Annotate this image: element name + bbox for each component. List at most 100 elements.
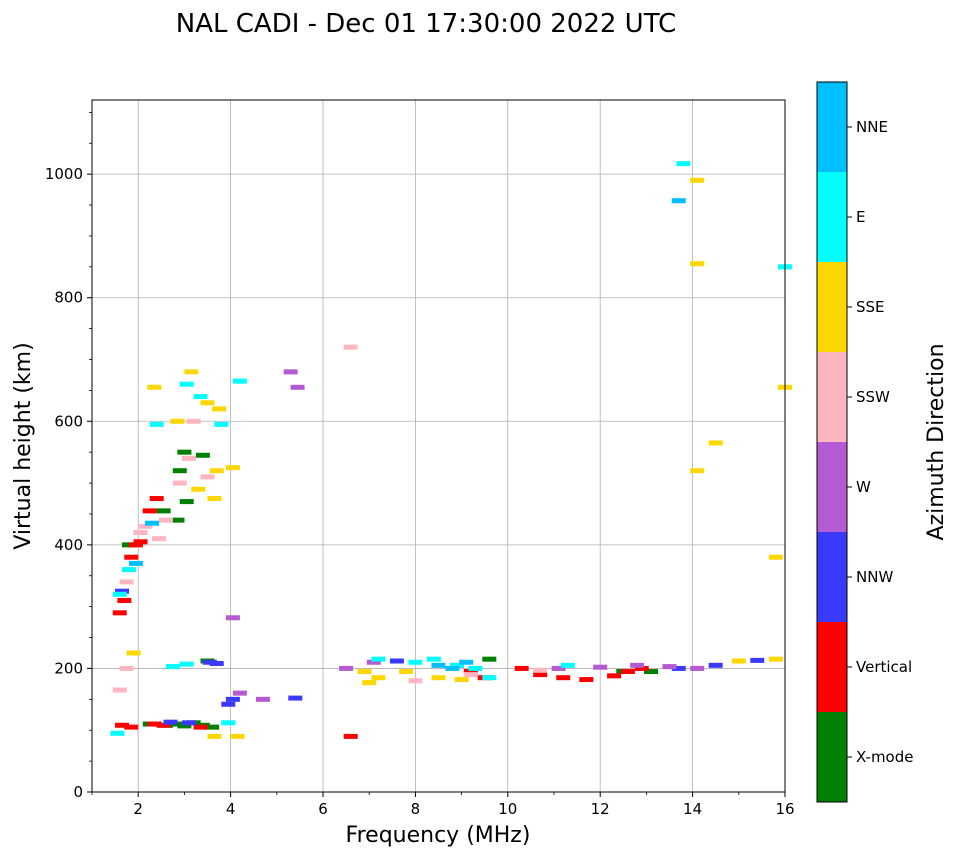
y-tick-label: 600 (54, 412, 83, 430)
data-point-sse (200, 400, 215, 406)
data-point-e (221, 720, 236, 726)
data-point-ssw (182, 455, 197, 461)
data-point-vertical (514, 665, 529, 671)
data-point-e (110, 730, 125, 736)
colorbar-tick-label: SSE (856, 298, 885, 316)
data-point-sse (731, 658, 746, 664)
data-point-nne (671, 198, 686, 204)
colorbar-tick-label: NNE (856, 118, 888, 136)
data-point-sse (690, 261, 705, 267)
data-point-vertical (124, 724, 139, 730)
data-point-w (630, 662, 645, 668)
data-point-sse (399, 669, 414, 675)
x-tick-label: 8 (411, 800, 421, 818)
data-point-vertical (124, 554, 139, 560)
data-point-sse (357, 669, 372, 675)
data-point-ssw (119, 665, 134, 671)
data-point-x-mode (644, 669, 659, 675)
y-tick-label: 800 (54, 289, 83, 307)
data-point-e (676, 161, 691, 167)
data-point-vertical (142, 508, 157, 514)
data-points (110, 161, 792, 739)
colorbar-tick-label: W (856, 478, 871, 496)
data-point-vertical (463, 669, 478, 675)
data-point-sse (690, 468, 705, 474)
data-point-x-mode (205, 724, 220, 730)
data-point-nne (145, 520, 160, 526)
data-point-e (482, 675, 497, 681)
data-point-nnw (182, 720, 197, 726)
colorbar-segment (817, 532, 847, 622)
data-point-vertical (147, 721, 162, 727)
data-point-nnw (671, 665, 686, 671)
colorbar-segment (817, 712, 847, 802)
colorbar-tick-label: E (856, 208, 865, 226)
data-point-e (165, 664, 180, 670)
data-point-nnw (202, 659, 217, 665)
data-point-vertical (128, 542, 143, 548)
data-point-w (232, 690, 247, 696)
y-tick-label: 1000 (45, 165, 83, 183)
data-point-nnw (288, 695, 303, 701)
x-tick-label: 16 (775, 800, 794, 818)
data-point-sse (212, 406, 227, 412)
data-point-nnw (225, 696, 240, 702)
colorbar-tick-label: X-mode (856, 748, 913, 766)
data-point-w (255, 696, 270, 702)
colorbar-segment (817, 442, 847, 532)
data-point-nnw (115, 588, 130, 594)
data-point-ssw (172, 480, 187, 486)
data-point-e (179, 381, 194, 387)
data-point-ssw (463, 672, 478, 678)
data-point-w (690, 665, 705, 671)
x-tick-label: 4 (226, 800, 236, 818)
colorbar-label: Azimuth Direction (924, 343, 949, 540)
data-point-e (121, 567, 136, 573)
data-point-vertical (607, 673, 622, 679)
data-point-e (112, 591, 127, 597)
data-point-e (449, 662, 464, 668)
data-point-vertical (133, 539, 148, 545)
data-point-ssw (200, 474, 215, 480)
data-point-w (366, 659, 381, 665)
data-point-sse (768, 554, 783, 560)
data-point-vertical (117, 597, 132, 603)
data-point-e (214, 421, 229, 427)
data-point-e (426, 656, 441, 662)
data-point-sse (225, 465, 240, 471)
colorbar-segment (817, 622, 847, 712)
data-point-sse (170, 418, 185, 424)
data-point-sse (768, 656, 783, 662)
x-tick-label: 12 (591, 800, 610, 818)
data-point-ssw (343, 344, 358, 350)
colorbar-segment (817, 82, 847, 172)
data-point-sse (207, 733, 222, 739)
data-point-e (232, 378, 247, 384)
data-point-x-mode (170, 517, 185, 523)
data-point-x-mode (172, 468, 187, 474)
axis-ticks: 2 4 6 8 10 12 14 16 0 200 400 600 800 1000 (45, 111, 795, 818)
data-point-ssw (112, 687, 127, 693)
x-axis-label: Frequency (MHz) (346, 823, 531, 848)
colorbar-segment (817, 262, 847, 352)
data-point-nne (128, 560, 143, 566)
data-point-nnw (389, 658, 404, 664)
data-point-vertical (579, 677, 594, 683)
data-point-vertical (556, 675, 571, 681)
data-point-ssw (533, 667, 548, 673)
data-point-ssw (408, 678, 423, 684)
data-point-w (290, 384, 305, 390)
data-point-sse (147, 384, 162, 390)
data-point-sse (454, 677, 469, 683)
data-point-x-mode (177, 449, 192, 455)
data-point-w (339, 665, 354, 671)
y-tick-label: 400 (54, 536, 83, 554)
data-point-ssw (186, 418, 201, 424)
data-point-sse (126, 650, 141, 656)
x-tick-label: 2 (133, 800, 143, 818)
data-point-x-mode (179, 499, 194, 505)
data-point-w (283, 369, 298, 375)
data-point-e (193, 394, 208, 400)
data-point-e (560, 662, 575, 668)
data-point-ssw (133, 530, 148, 535)
